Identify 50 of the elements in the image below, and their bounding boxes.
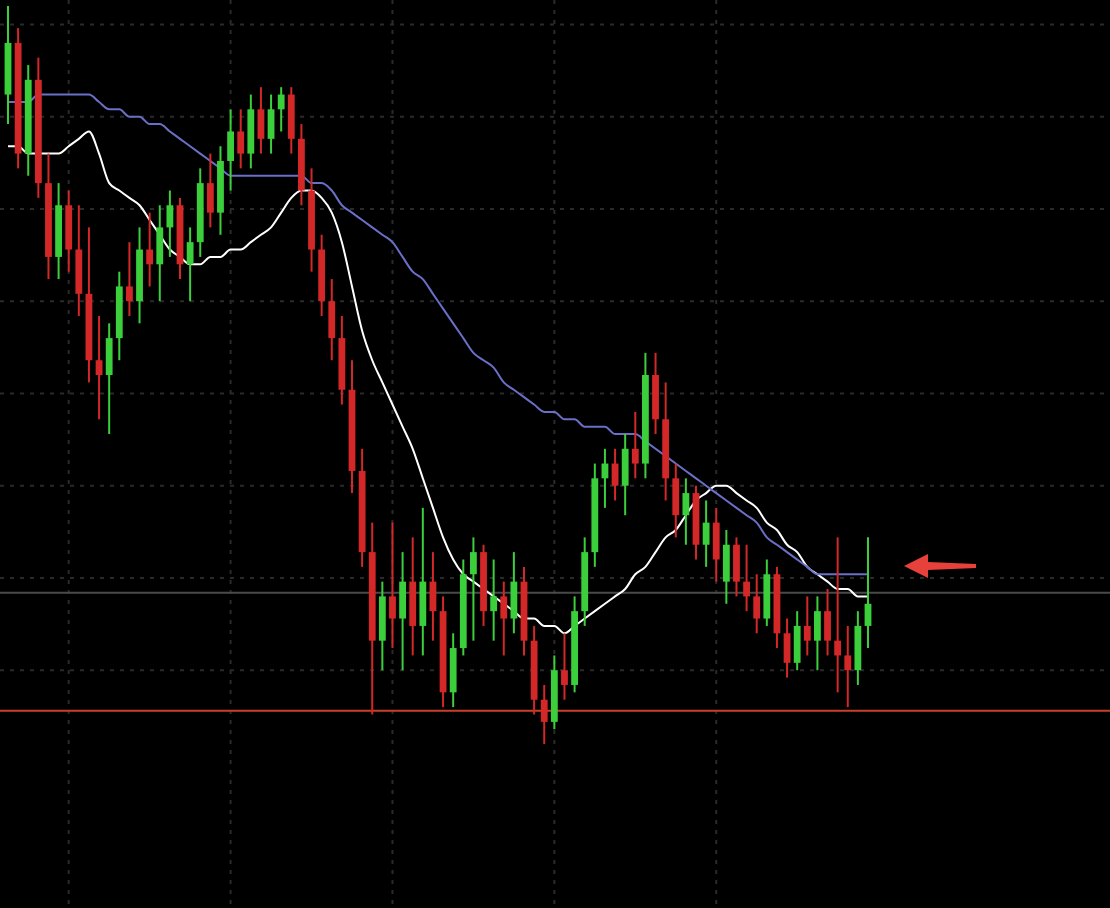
candlestick [540, 683, 548, 745]
candlestick [824, 588, 831, 657]
candlestick [490, 558, 498, 642]
candlestick [399, 551, 406, 672]
candlestick [186, 226, 194, 303]
candlestick [510, 551, 518, 635]
candlestick [267, 93, 275, 155]
candlestick [652, 351, 659, 436]
candlestick [470, 536, 477, 642]
candlestick [763, 558, 771, 627]
candlestick [621, 433, 629, 517]
candlestick [449, 632, 457, 709]
candlestick [257, 86, 265, 155]
candlestick [419, 506, 427, 657]
candlestick [561, 632, 568, 701]
candlestick [712, 506, 720, 583]
candlestick [166, 189, 174, 258]
candlestick [227, 108, 234, 192]
candlestick [409, 536, 417, 657]
candlestick [105, 322, 113, 436]
candlestick [733, 536, 740, 598]
candlestick [722, 528, 730, 605]
candlestick [95, 314, 103, 421]
candlestick [500, 580, 508, 657]
candlestick [389, 521, 396, 650]
candlestick [854, 610, 862, 686]
candlestick [682, 477, 690, 546]
candlestick [672, 462, 680, 539]
candlestick [702, 499, 710, 568]
candlestick [287, 86, 295, 155]
candlestick [793, 610, 801, 672]
candlestick [75, 204, 83, 317]
candlestick [783, 617, 791, 679]
candlestick [206, 152, 214, 229]
candlestick [146, 211, 154, 288]
candlestick [631, 410, 639, 480]
candlestick [237, 108, 245, 170]
candlestick [247, 93, 255, 170]
candlestick [65, 189, 73, 273]
candlestick [814, 595, 821, 672]
candlestick [277, 86, 285, 133]
candlestick [743, 543, 750, 613]
candlestick [834, 536, 842, 694]
candlestick [156, 204, 164, 303]
candlestick [378, 580, 386, 672]
candlestick [803, 595, 811, 657]
candlestick [328, 278, 336, 362]
candlestick [126, 241, 133, 317]
candlestick [844, 624, 852, 709]
candlestick [753, 573, 761, 635]
